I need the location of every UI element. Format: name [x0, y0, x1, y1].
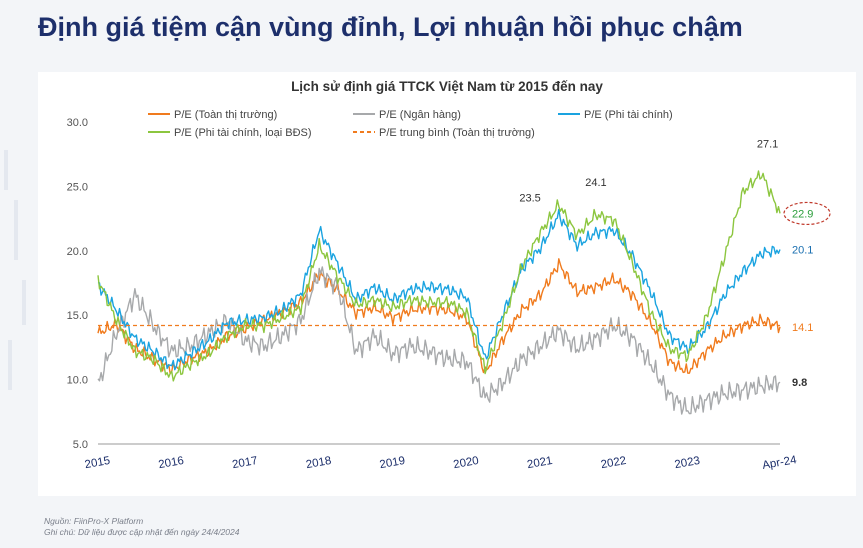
series-line [97, 208, 781, 371]
x-tick-label: 2023 [674, 455, 701, 471]
legend-entry: P/E (Phi tài chính) [584, 109, 673, 121]
series-line [97, 266, 781, 415]
x-tick-label: 2021 [526, 455, 553, 471]
chart-title: Lịch sử định giá TTCK Việt Nam từ 2015 đ… [291, 79, 603, 94]
x-tick-label: 2017 [231, 455, 258, 471]
background-candles-decoration [4, 150, 26, 390]
y-tick-label: 15.0 [67, 310, 88, 322]
data-label: 23.5 [519, 193, 540, 205]
data-label: 14.1 [792, 322, 813, 334]
data-label: 27.1 [757, 138, 778, 150]
chart-panel: Lịch sử định giá TTCK Việt Nam từ 2015 đ… [38, 72, 856, 496]
x-tick-label: 2016 [158, 455, 185, 471]
series-line [97, 258, 781, 375]
x-tick-label: 2015 [84, 455, 111, 471]
legend-entry: P/E trung bình (Toàn thị trường) [379, 127, 535, 139]
x-tick-label: 2019 [379, 455, 406, 471]
y-tick-label: 30.0 [67, 117, 88, 129]
data-label: 20.1 [792, 245, 813, 257]
pe-history-chart: 5.0 10.0 15.0 20.0 25.0 30.0 2015 2016 2017 2018 2… [67, 109, 831, 472]
x-tick-label: 2018 [305, 455, 332, 471]
y-tick-label: 25.0 [67, 181, 88, 193]
legend-entry: P/E (Ngân hàng) [379, 109, 461, 121]
series-line [97, 170, 781, 382]
legend-entry: P/E (Phi tài chính, loại BĐS) [174, 127, 312, 139]
highlight-ellipse [783, 201, 831, 226]
legend-entry: P/E (Toàn thị trường) [174, 109, 277, 121]
data-label: 24.1 [585, 177, 606, 189]
source-note: Nguồn: FiinPro-X Platform [44, 516, 144, 526]
data-label: 22.9 [792, 208, 813, 220]
data-label: 9.8 [792, 377, 807, 389]
update-note: Ghi chú: Dữ liệu được cập nhật đến ngày … [44, 527, 240, 537]
page-title: Định giá tiệm cận vùng đỉnh, Lợi nhuận h… [38, 12, 743, 42]
x-tick-label: 2020 [452, 455, 479, 471]
y-tick-label: 20.0 [67, 246, 88, 258]
y-tick-label: 5.0 [73, 439, 88, 451]
x-tick-label: Apr-24 [761, 454, 798, 472]
y-tick-label: 10.0 [67, 375, 88, 387]
x-tick-label: 2022 [600, 455, 627, 471]
